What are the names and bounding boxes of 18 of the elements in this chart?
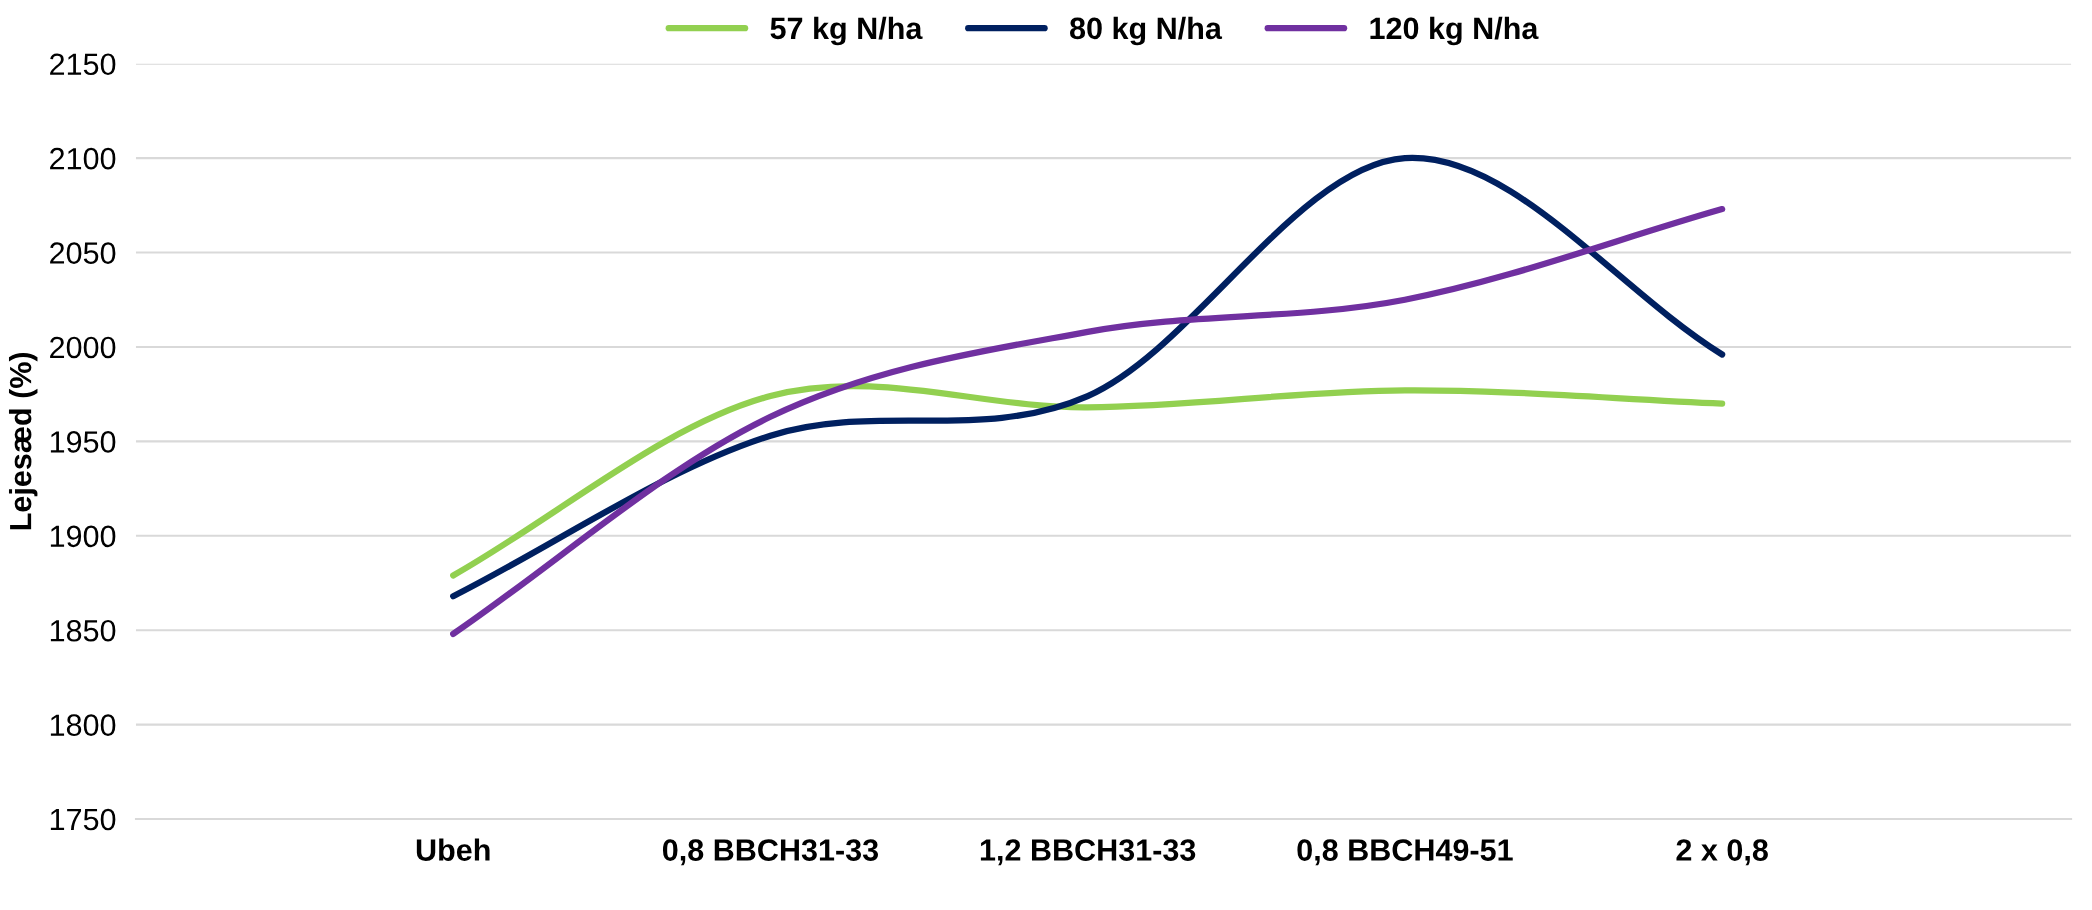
y-tick-label: 1900 (50, 525, 116, 548)
y-tick-label: 1800 (50, 714, 116, 736)
x-tick-label: 1,2 BBCH31-33 (980, 839, 1196, 866)
x-tick-label: 0,8 BBCH49-51 (1297, 839, 1513, 866)
y-tick-label: 1850 (50, 619, 116, 642)
x-tick-label: 2 x 0,8 (1676, 839, 1768, 866)
legend-label: 120 kg N/ha (1370, 16, 1539, 46)
legend-label: 80 kg N/ha (1070, 16, 1223, 46)
y-tick-label: 2050 (50, 242, 116, 264)
x-tick-label: Ubeh (416, 838, 490, 861)
y-tick-label: 2000 (50, 336, 116, 359)
y-tick-label: 1750 (50, 808, 116, 831)
x-tick-label: 0,8 BBCH31-33 (662, 839, 879, 866)
y-tick-label: 2100 (50, 147, 116, 170)
y-tick-label: 1950 (50, 431, 116, 453)
legend-label: 57 kg N/ha (770, 16, 923, 46)
y-tick-label: 2150 (50, 53, 116, 76)
y-axis-title: Lejesæd (%) (8, 352, 38, 530)
